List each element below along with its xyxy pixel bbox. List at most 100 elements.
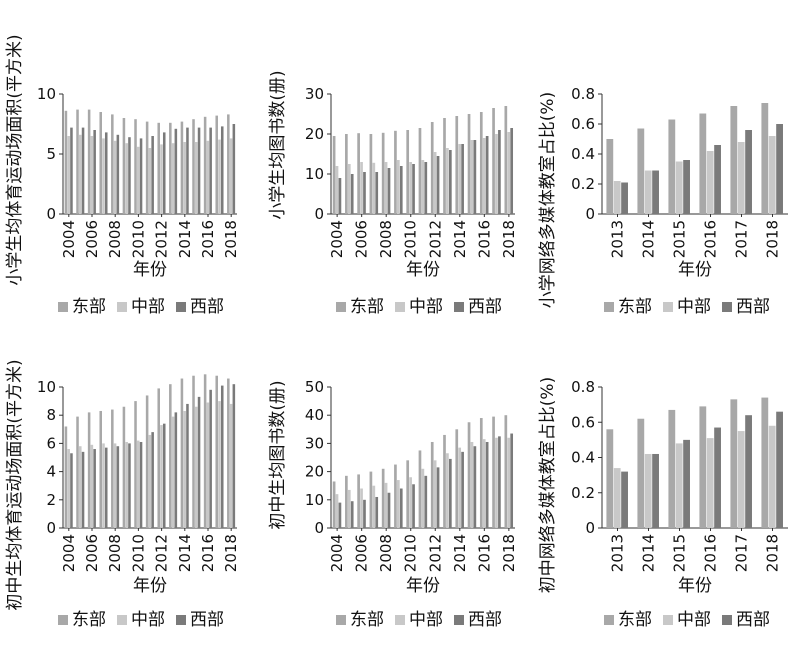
- y-tick-label: 0.6: [571, 115, 595, 133]
- legend-swatch-西部: [454, 615, 464, 625]
- x-tick-label: 2018: [500, 220, 518, 258]
- y-tick-label: 0.8: [571, 378, 595, 396]
- bar-西部-2014: [461, 451, 464, 528]
- bar-中部-2009: [397, 160, 400, 214]
- bar-中部-2016: [482, 439, 486, 528]
- bar-西部-2006: [363, 172, 366, 214]
- x-tick-label: 2010: [402, 220, 420, 258]
- bar-中部-2017: [218, 401, 221, 528]
- bar-西部-2006: [93, 449, 96, 528]
- x-tick-label: 2014: [176, 220, 194, 258]
- bar-东部-2014: [637, 128, 645, 214]
- bar-中部-2015: [470, 140, 474, 214]
- y-tick-label: 0.2: [571, 484, 595, 502]
- bar-东部-2013: [606, 139, 614, 214]
- bar-中部-2015: [195, 142, 198, 214]
- bar-中部-2018: [229, 403, 233, 528]
- bar-东部-2015: [668, 119, 676, 214]
- bar-中部-2016: [706, 151, 714, 214]
- x-tick-label: 2018: [222, 534, 240, 572]
- bar-西部-2014: [186, 403, 189, 528]
- bar-中部-2018: [507, 132, 511, 214]
- bar-东部-2004: [64, 426, 68, 528]
- bar-中部-2017: [737, 142, 745, 214]
- bar-中部-2016: [482, 138, 486, 214]
- legend-swatch-中部: [663, 615, 673, 625]
- bar-西部-2018: [232, 384, 236, 528]
- bar-中部-2017: [218, 139, 221, 214]
- bar-西部-2016: [485, 441, 489, 528]
- bar-中部-2005: [79, 134, 82, 214]
- bar-中部-2010: [409, 162, 412, 214]
- y-tick-label: 0: [46, 205, 56, 223]
- x-tick-label: 2004: [328, 534, 346, 572]
- x-tick-label: 2006: [83, 534, 101, 572]
- bar-西部-2017: [745, 130, 752, 214]
- bar-西部-2008: [387, 492, 391, 528]
- legend-swatch-西部: [722, 302, 732, 312]
- bar-中部-2011: [421, 160, 425, 214]
- bar-中部-2005: [347, 164, 351, 214]
- x-axis-label: 年份: [133, 576, 167, 596]
- bar-中部-2012: [433, 152, 437, 214]
- bar-西部-2016: [209, 389, 212, 528]
- bar-中部-2015: [675, 161, 683, 214]
- bar-西部-2015: [197, 396, 201, 528]
- bar-中部-2007: [102, 138, 105, 214]
- bar-中部-2013: [171, 416, 175, 528]
- bar-东部-2007: [99, 410, 102, 528]
- legend-swatch-东部: [58, 615, 68, 625]
- x-tick-label: 2014: [451, 220, 469, 258]
- y-tick-label: 30: [305, 434, 324, 452]
- bar-西部-2015: [683, 439, 690, 528]
- bar-东部-2004: [332, 481, 336, 528]
- bar-西部-2016: [485, 136, 489, 214]
- bar-中部-2010: [409, 477, 412, 528]
- x-tick-label: 2016: [475, 220, 493, 258]
- bar-西部-2014: [186, 127, 189, 214]
- bar-中部-2013: [613, 468, 621, 528]
- bar-中部-2010: [137, 440, 140, 528]
- y-tick-label: 0.2: [571, 175, 595, 193]
- bar-中部-2006: [90, 444, 94, 528]
- bar-东部-2005: [76, 416, 79, 528]
- bar-西部-2015: [473, 140, 477, 214]
- bar-中部-2014: [644, 453, 652, 528]
- bar-中部-2015: [675, 443, 683, 528]
- y-tick-label: 20: [305, 463, 324, 481]
- bar-西部-2011: [424, 475, 428, 528]
- bar-中部-2015: [470, 441, 474, 528]
- bar-东部-2007: [369, 134, 373, 214]
- bar-中部-2016: [706, 438, 714, 528]
- x-tick-label: 2014: [176, 534, 194, 572]
- bar-西部-2017: [220, 126, 224, 214]
- bar-东部-2018: [504, 106, 508, 214]
- legend-swatch-西部: [176, 615, 186, 625]
- bar-西部-2007: [104, 132, 108, 214]
- bar-东部-2017: [215, 375, 218, 528]
- bar-东部-2018: [504, 415, 508, 528]
- bar-东部-2006: [357, 133, 360, 214]
- y-tick-label: 40: [305, 406, 324, 424]
- y-tick-label: 20: [305, 125, 324, 143]
- bar-西部-2013: [448, 458, 452, 528]
- x-tick-label: 2006: [83, 220, 101, 258]
- bar-西部-2016: [714, 427, 721, 528]
- bar-东部-2009: [394, 464, 397, 528]
- bar-中部-2007: [102, 443, 105, 528]
- x-tick-label: 2012: [426, 220, 444, 258]
- bar-西部-2004: [338, 178, 342, 214]
- bar-中部-2013: [171, 143, 175, 214]
- bar-东部-2005: [345, 475, 348, 528]
- bar-西部-2018: [776, 124, 783, 214]
- bar-中部-2009: [125, 441, 128, 528]
- y-tick-label: 2: [46, 491, 56, 509]
- bar-东部-2018: [227, 114, 230, 214]
- bar-中部-2004: [67, 449, 70, 528]
- y-axis-label: 初中网络多媒体教室占比(%): [538, 377, 558, 593]
- chart-m-mm: 0 0.2 0.4 0.6 0.8 2013 2014 2015 2016 2017 2018 年份 初…: [538, 377, 788, 630]
- y-tick-label: 10: [305, 165, 324, 183]
- bar-东部-2012: [430, 441, 434, 528]
- bar-西部-2004: [338, 502, 342, 528]
- bar-中部-2008: [384, 162, 388, 214]
